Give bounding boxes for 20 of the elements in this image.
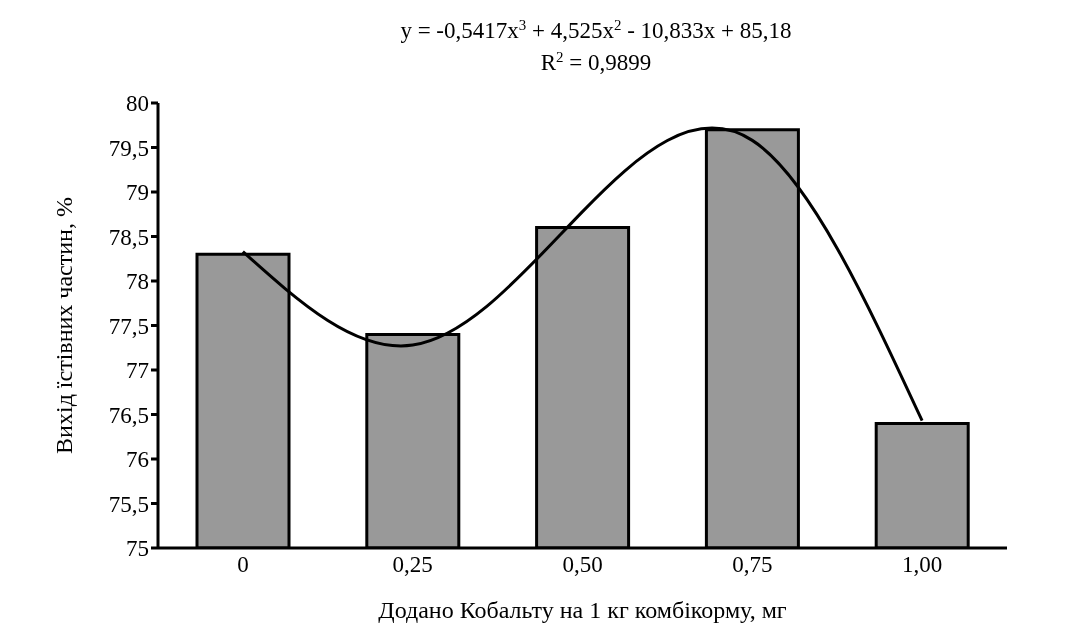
x-tick-label: 0,50 bbox=[562, 552, 603, 578]
x-tick-label: 1,00 bbox=[901, 552, 943, 578]
y-tick-label: 80 bbox=[126, 91, 149, 117]
y-tick-label: 79,5 bbox=[108, 135, 149, 161]
y-tick-label: 75,5 bbox=[108, 491, 149, 517]
text: y = -0,5417x$^{3}$ + 4,525x$^{2}$ - 10,833x + 85,18 bbox=[400, 17, 792, 43]
x-axis-title: Додано Кобальту на 1 кг комбікорму, мг bbox=[378, 597, 787, 623]
y-tick-label: 76,5 bbox=[108, 402, 149, 428]
y-tick-label: 77 bbox=[126, 358, 149, 384]
y-axis-title: Вихід їстівних частин, % bbox=[50, 197, 77, 454]
y-tick-label: 75 bbox=[126, 536, 149, 562]
x-tick-label: 0,25 bbox=[392, 552, 433, 578]
x-tick-label: 0 bbox=[237, 552, 249, 578]
y-tick-label: 76 bbox=[126, 447, 149, 473]
x-tick-label: 0,75 bbox=[732, 552, 773, 578]
text: R$^{2}$ = 0,9899 bbox=[540, 49, 652, 75]
y-tick-label: 79 bbox=[126, 180, 149, 206]
y-tick-label: 78 bbox=[126, 269, 149, 295]
y-tick-label: 78,5 bbox=[108, 224, 149, 250]
y-tick-label: 77,5 bbox=[108, 313, 149, 339]
